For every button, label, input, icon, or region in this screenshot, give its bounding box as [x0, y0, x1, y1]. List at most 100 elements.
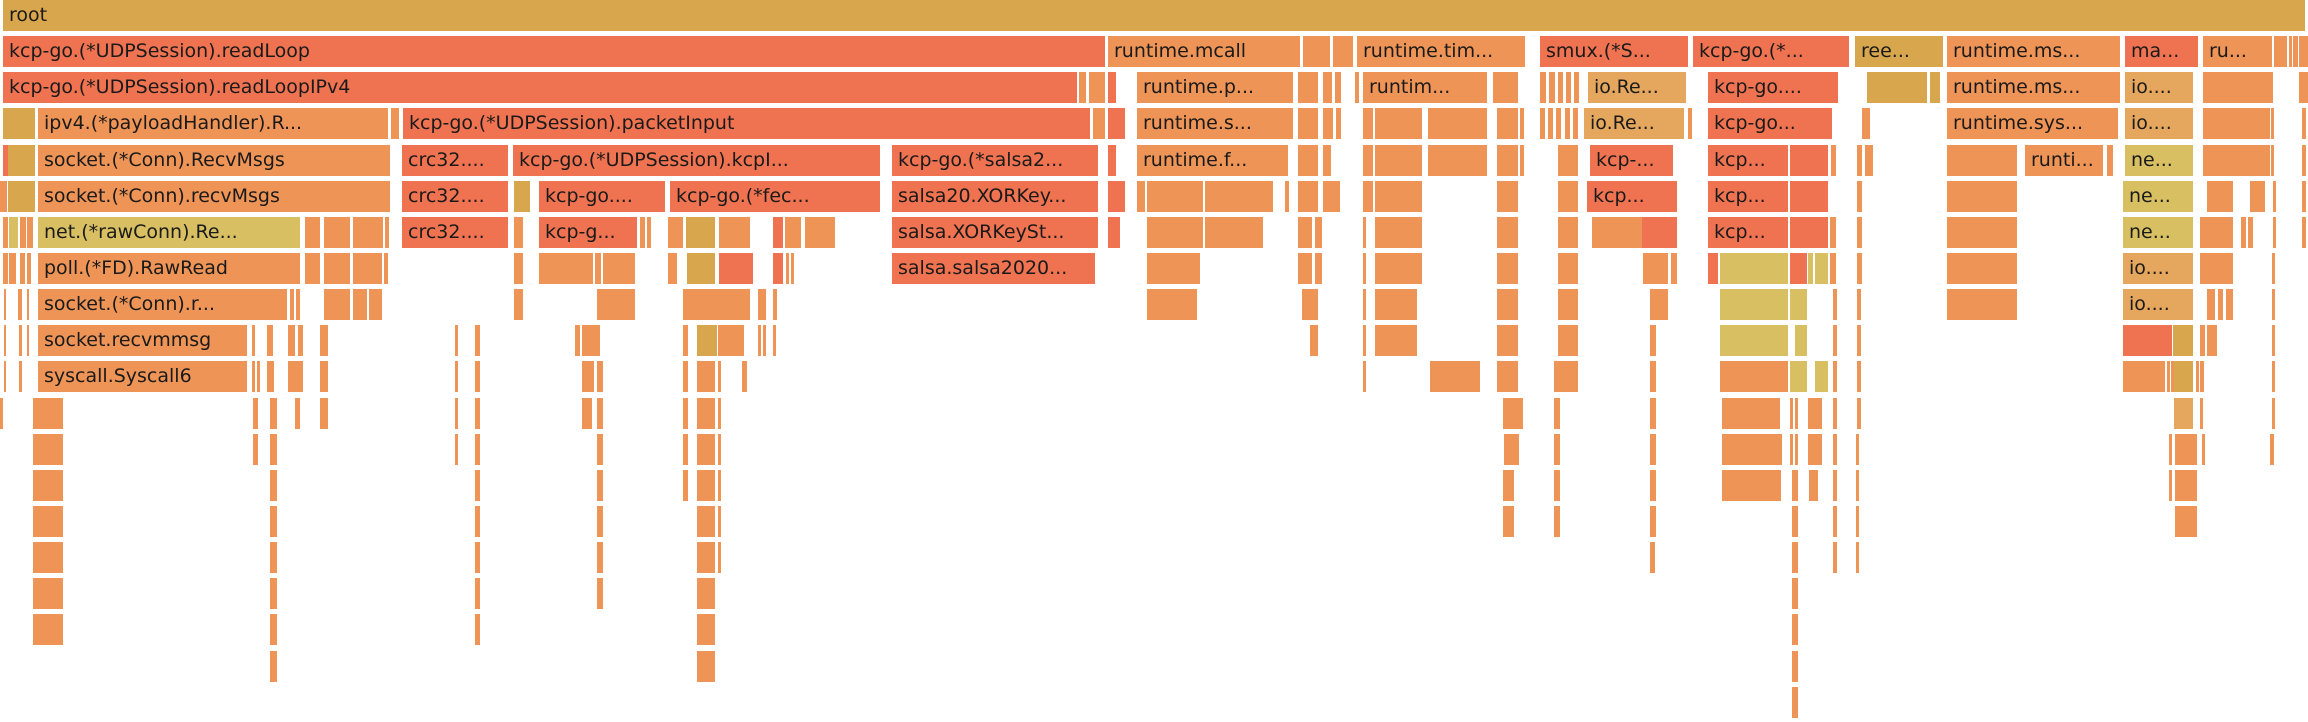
frame-unlabeled[interactable] [1833, 434, 1837, 465]
frame-unlabeled[interactable] [270, 614, 277, 645]
frame-unlabeled[interactable] [1867, 72, 1927, 103]
frame-unlabeled[interactable] [1298, 181, 1318, 212]
frame-unlabeled[interactable] [686, 217, 715, 248]
frame-unlabeled[interactable] [1833, 325, 1837, 356]
frame-unlabeled[interactable] [2272, 325, 2275, 356]
frame-io-re[interactable]: io.Re... [1588, 72, 1686, 103]
frame-unlabeled[interactable] [1722, 398, 1780, 429]
frame-unlabeled[interactable] [683, 361, 688, 392]
frame-unlabeled[interactable] [697, 614, 715, 645]
frame-runtim[interactable]: runtim... [1363, 72, 1487, 103]
frame-unlabeled[interactable] [1363, 145, 1373, 176]
frame-unlabeled[interactable] [2296, 36, 2298, 67]
frame-unlabeled[interactable] [33, 614, 63, 645]
frame-unlabeled[interactable] [8, 181, 35, 212]
frame-kcp-go[interactable]: kcp-go.... [539, 181, 665, 212]
frame-unlabeled[interactable] [582, 325, 600, 356]
frame-unlabeled[interactable] [2226, 289, 2233, 320]
frame-unlabeled[interactable] [1790, 398, 1793, 429]
frame-unlabeled[interactable] [514, 289, 523, 320]
frame-unlabeled[interactable] [2175, 506, 2197, 537]
frame-unlabeled[interactable] [597, 542, 603, 573]
frame-unlabeled[interactable] [683, 289, 750, 320]
frame-unlabeled[interactable] [475, 578, 480, 609]
frame-unlabeled[interactable] [1554, 506, 1560, 537]
frame-unlabeled[interactable] [3, 217, 8, 248]
frame-unlabeled[interactable] [270, 651, 277, 682]
frame-unlabeled[interactable] [2248, 217, 2253, 248]
frame-unlabeled[interactable] [2271, 108, 2274, 139]
frame-unlabeled[interactable] [1857, 289, 1861, 320]
frame-unlabeled[interactable] [1856, 434, 1859, 465]
frame-unlabeled[interactable] [697, 325, 717, 356]
frame-unlabeled[interactable] [1363, 289, 1366, 320]
frame-unlabeled[interactable] [1833, 470, 1837, 501]
frame-unlabeled[interactable] [298, 325, 303, 356]
frame-unlabeled[interactable] [385, 217, 389, 248]
frame-unlabeled[interactable] [1833, 542, 1837, 573]
frame-unlabeled[interactable] [1558, 72, 1563, 103]
frame-unlabeled[interactable] [19, 325, 22, 356]
frame-unlabeled[interactable] [2272, 253, 2275, 284]
frame-unlabeled[interactable] [514, 217, 523, 248]
frame-runti[interactable]: runti... [2025, 145, 2103, 176]
frame-unlabeled[interactable] [1831, 145, 1836, 176]
frame-unlabeled[interactable] [1790, 434, 1793, 465]
frame-unlabeled[interactable] [1650, 434, 1656, 465]
frame-unlabeled[interactable] [1792, 651, 1798, 682]
frame-unlabeled[interactable] [597, 470, 603, 501]
frame-unlabeled[interactable] [1790, 361, 1807, 392]
frame-socket-conn-r[interactable]: socket.(*Conn).r... [38, 289, 287, 320]
frame-unlabeled[interactable] [9, 253, 16, 284]
frame-unlabeled[interactable] [2272, 361, 2275, 392]
frame-unlabeled[interactable] [668, 217, 683, 248]
frame-unlabeled[interactable] [1503, 470, 1514, 501]
frame-unlabeled[interactable] [1558, 217, 1578, 248]
frame-runtime-ms[interactable]: runtime.ms... [1947, 72, 2120, 103]
frame-unlabeled[interactable] [33, 434, 63, 465]
frame-unlabeled[interactable] [697, 434, 715, 465]
frame-unlabeled[interactable] [1335, 72, 1341, 103]
frame-unlabeled[interactable] [33, 578, 63, 609]
frame-unlabeled[interactable] [324, 253, 350, 284]
frame-unlabeled[interactable] [391, 108, 399, 139]
frame-unlabeled[interactable] [1315, 217, 1322, 248]
frame-unlabeled[interactable] [1558, 253, 1578, 284]
frame-unlabeled[interactable] [640, 217, 645, 248]
frame-unlabeled[interactable] [1720, 361, 1788, 392]
frame-unlabeled[interactable] [2202, 434, 2205, 465]
frame-kcp-go-udpsession-readloopipv4[interactable]: kcp-go.(*UDPSession).readLoopIPv4 [3, 72, 1077, 103]
frame-unlabeled[interactable] [2123, 325, 2172, 356]
frame-unlabeled[interactable] [1947, 253, 2017, 284]
frame-socket-conn-recvmsgs[interactable]: socket.(*Conn).RecvMsgs [38, 145, 390, 176]
frame-root[interactable]: root [3, 0, 2305, 31]
frame-unlabeled[interactable] [785, 217, 801, 248]
frame-unlabeled[interactable] [1108, 217, 1120, 248]
frame-unlabeled[interactable] [1298, 108, 1318, 139]
frame-unlabeled[interactable] [1857, 181, 1862, 212]
frame-unlabeled[interactable] [597, 434, 603, 465]
frame-unlabeled[interactable] [455, 325, 458, 356]
frame-unlabeled[interactable] [1856, 542, 1859, 573]
frame-unlabeled[interactable] [582, 361, 594, 392]
frame-unlabeled[interactable] [791, 253, 794, 284]
frame-unlabeled[interactable] [353, 217, 383, 248]
frame-unlabeled[interactable] [697, 542, 715, 573]
frame-unlabeled[interactable] [270, 542, 277, 573]
frame-unlabeled[interactable] [1795, 398, 1798, 429]
frame-unlabeled[interactable] [2302, 217, 2306, 248]
frame-crc32[interactable]: crc32.... [402, 217, 508, 248]
frame-unlabeled[interactable] [773, 325, 776, 356]
frame-unlabeled[interactable] [270, 578, 277, 609]
frame-unlabeled[interactable] [2173, 325, 2193, 356]
frame-unlabeled[interactable] [2207, 325, 2217, 356]
frame-unlabeled[interactable] [2200, 325, 2205, 356]
frame-unlabeled[interactable] [320, 398, 328, 429]
frame-runtime-f[interactable]: runtime.f... [1137, 145, 1288, 176]
frame-unlabeled[interactable] [475, 325, 480, 356]
frame-unlabeled[interactable] [27, 253, 31, 284]
frame-unlabeled[interactable] [1093, 108, 1105, 139]
frame-unlabeled[interactable] [1720, 325, 1788, 356]
frame-unlabeled[interactable] [2203, 145, 2270, 176]
frame-unlabeled[interactable] [697, 506, 715, 537]
